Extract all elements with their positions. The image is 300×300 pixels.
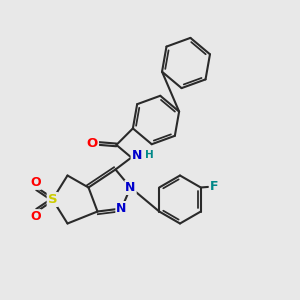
- Text: S: S: [48, 193, 57, 206]
- Text: O: O: [87, 137, 98, 150]
- Text: H: H: [145, 149, 154, 160]
- Text: O: O: [30, 210, 41, 223]
- Text: N: N: [116, 202, 127, 215]
- Text: O: O: [30, 176, 41, 189]
- Text: N: N: [125, 181, 136, 194]
- Text: F: F: [210, 180, 218, 194]
- Text: N: N: [132, 149, 142, 162]
